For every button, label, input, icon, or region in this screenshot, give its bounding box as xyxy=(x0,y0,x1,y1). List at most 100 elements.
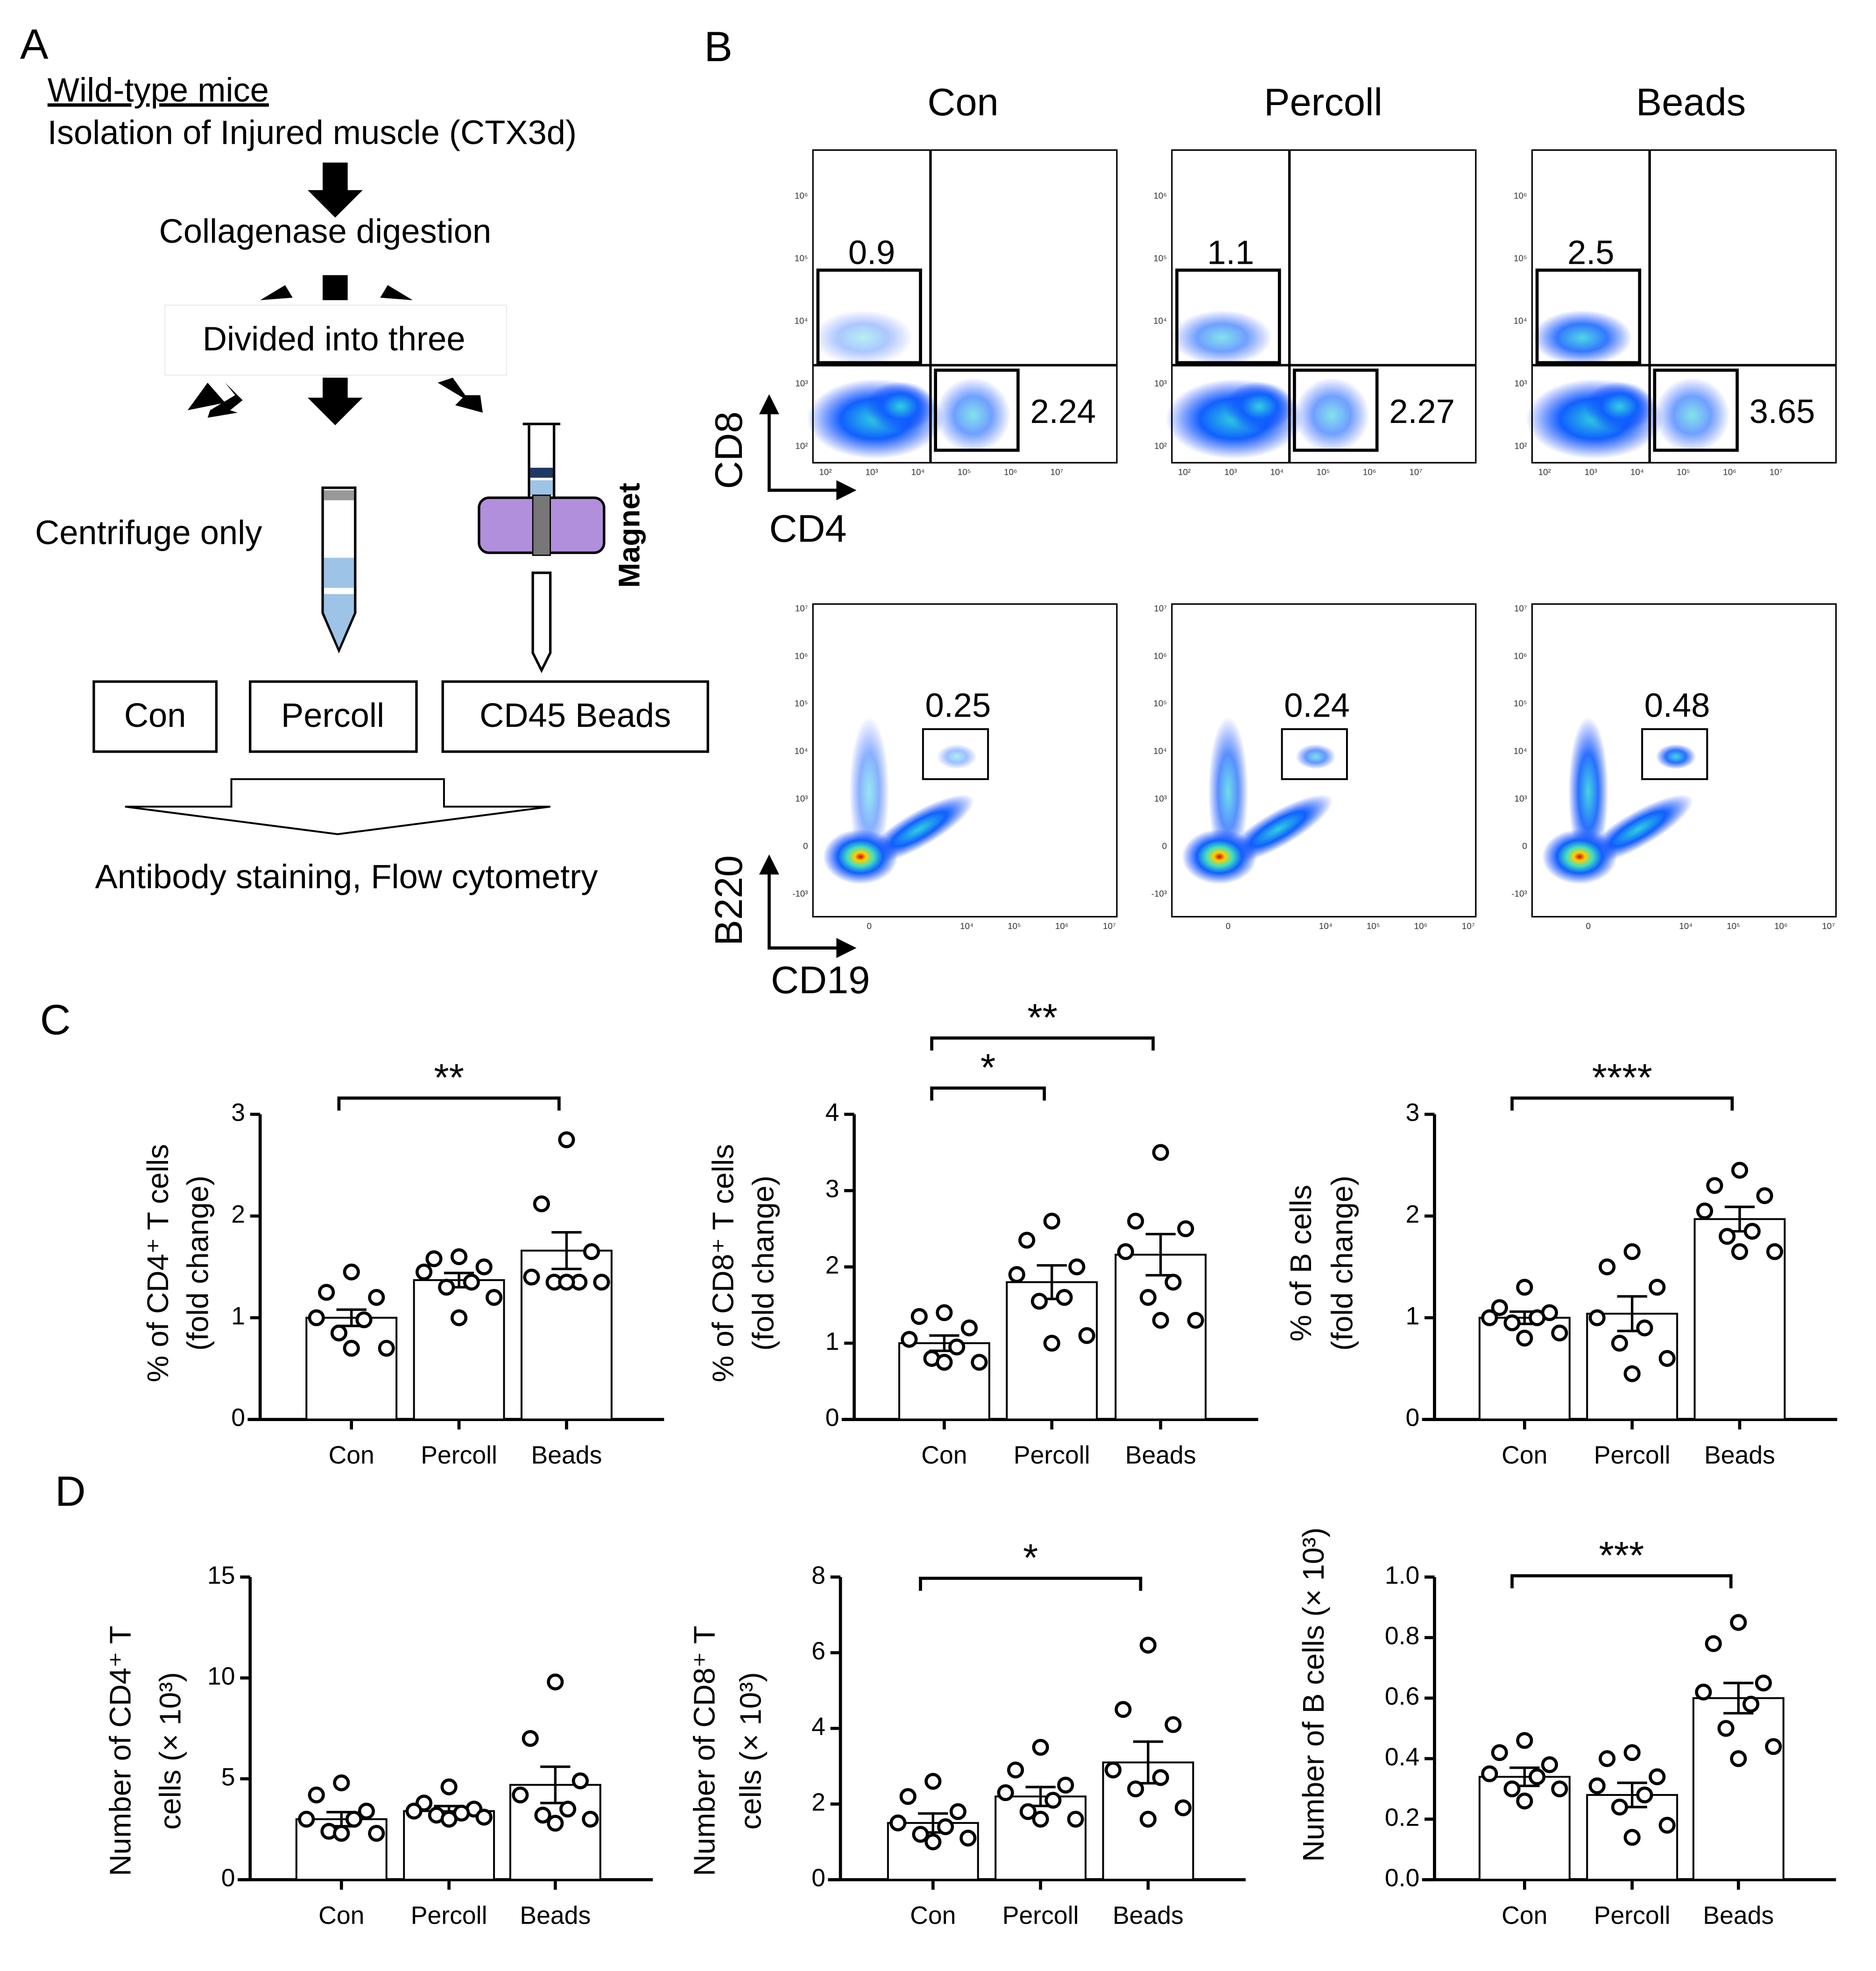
data-point xyxy=(1599,1750,1616,1767)
data-point xyxy=(378,1339,395,1357)
data-point xyxy=(1696,1202,1714,1220)
flow-plot: 10² 10³ 10⁴ 10⁵ 10⁶ 10⁷ 10² 10³ 10⁴ 10⁵ 10⁶ 0.9 2.24 xyxy=(794,149,1118,477)
flow-tick-label: 0 xyxy=(867,921,871,931)
y-tick-label: 1 xyxy=(231,1302,245,1330)
density xyxy=(1296,744,1336,769)
y-axis-label: (fold change) xyxy=(181,1176,215,1351)
flow-tick-label: 10⁶ xyxy=(1723,467,1736,477)
flow-tick-label: 10⁵ xyxy=(1317,467,1330,477)
significance-label: *** xyxy=(1599,1534,1644,1577)
x-tick-label: Con xyxy=(1502,1902,1547,1929)
x-tick-label: Beads xyxy=(1703,1902,1774,1929)
x-tick-label: Beads xyxy=(1704,1442,1775,1469)
flow-tick-label: 10⁴ xyxy=(1679,921,1693,931)
panel-label: D xyxy=(55,1468,86,1515)
data-point xyxy=(333,1824,350,1842)
y-axis-label: Number of B cells (× 10³) xyxy=(1297,1528,1330,1862)
flow-tick-label: 10⁷ xyxy=(1103,921,1116,931)
flow-tick-label: 10⁵ xyxy=(958,467,971,477)
significance-label: * xyxy=(980,1046,995,1089)
data-point xyxy=(1516,1330,1533,1347)
diagram: Wild-type mice Isolation of Injured musc… xyxy=(35,71,709,895)
axis-label: B220 xyxy=(707,855,750,946)
plot-frame xyxy=(812,149,1118,464)
data-point xyxy=(1516,1792,1533,1809)
data-point xyxy=(1127,1780,1144,1798)
y-axis-label: cells (× 10³) xyxy=(154,1672,187,1830)
y-tick-label: 3 xyxy=(825,1175,839,1203)
data-point xyxy=(1742,1696,1760,1713)
arrow xyxy=(125,778,550,835)
y-tick-label: 0 xyxy=(1405,1404,1419,1432)
significance-label: * xyxy=(1023,1536,1038,1579)
density xyxy=(1182,829,1257,885)
x-tick-label: Percoll xyxy=(1014,1442,1090,1469)
flow-tick-label: 10⁴ xyxy=(794,316,808,325)
gate xyxy=(1293,368,1379,452)
data-point xyxy=(485,1289,503,1306)
group-label: CD45 Beads xyxy=(480,697,671,734)
data-point xyxy=(345,1810,363,1828)
density xyxy=(1656,744,1696,769)
data-point xyxy=(1139,1810,1157,1828)
data-point xyxy=(343,1263,360,1281)
flow-tick-label: 10³ xyxy=(795,378,808,388)
panel-label: A xyxy=(20,21,49,68)
layer xyxy=(324,557,354,588)
gate-value: 2.27 xyxy=(1389,393,1455,430)
data-point xyxy=(522,1730,539,1747)
data-point xyxy=(415,1263,433,1281)
layer xyxy=(324,594,354,648)
group-label: Con xyxy=(124,697,186,734)
data-point xyxy=(1516,1279,1533,1296)
data-point xyxy=(1139,1289,1157,1306)
flow-tick-label: 10⁵ xyxy=(1677,467,1690,477)
data-point xyxy=(1007,1761,1024,1779)
data-point xyxy=(1491,1744,1508,1761)
bar xyxy=(1114,1253,1207,1421)
gate xyxy=(1281,728,1348,780)
flow-tick-label: 10³ xyxy=(1585,467,1597,477)
flow-tick-label: 10⁶ xyxy=(1414,921,1428,931)
data-point xyxy=(1164,1716,1182,1733)
data-point xyxy=(1731,1161,1749,1179)
gate-value: 1.1 xyxy=(1207,234,1255,272)
x-tick-label: Con xyxy=(921,1442,967,1469)
data-point xyxy=(1766,1243,1784,1260)
box xyxy=(441,680,709,753)
data-point xyxy=(1018,1232,1036,1249)
data-point xyxy=(1719,1228,1736,1245)
significance-bracket xyxy=(337,1096,561,1111)
flow-tick-label: 10⁶ xyxy=(1004,467,1017,477)
y-tick-label: 4 xyxy=(825,1099,839,1126)
flow-tick-label: 10² xyxy=(795,441,808,451)
flow-tick-label: 10⁶ xyxy=(795,651,808,661)
gate-value: 2.5 xyxy=(1567,234,1615,272)
flow-tick-label: 10⁶ xyxy=(1055,921,1069,931)
data-point xyxy=(1705,1635,1722,1652)
data-point xyxy=(571,1772,589,1789)
data-point xyxy=(1481,1309,1498,1326)
flow-tick-label: 10⁷ xyxy=(1822,921,1835,931)
gate xyxy=(1641,728,1708,780)
flow-tick-label: 10⁵ xyxy=(1154,253,1167,263)
data-point xyxy=(1127,1212,1144,1230)
y-tick-label: 8 xyxy=(811,1562,825,1589)
flow-tick-label: 10⁵ xyxy=(1367,921,1380,931)
data-point xyxy=(1174,1799,1192,1816)
y-tick-label: 2 xyxy=(1405,1201,1419,1228)
flow-tick-label: 10⁴ xyxy=(911,467,925,477)
y-tick-label: 2 xyxy=(811,1789,825,1816)
data-point xyxy=(547,1815,564,1832)
data-point xyxy=(1032,1739,1049,1756)
data-point xyxy=(1551,1324,1568,1342)
data-point xyxy=(1756,1187,1773,1204)
arrow xyxy=(187,382,243,418)
flow-plot: 0 10⁴ 10⁵ 10⁶ 10⁷ -10³ 0 10³ 10⁴ 10⁵ 10⁶ 10⁷ 0.48 xyxy=(1511,603,1837,931)
data-point xyxy=(1695,1683,1712,1701)
flow-tick-label: 10⁶ xyxy=(1363,467,1376,477)
flow-tick-label: 10³ xyxy=(1515,378,1527,388)
y-tick-label: 3 xyxy=(231,1099,245,1126)
x-tick-label: Percoll xyxy=(1594,1442,1671,1469)
gate-value: 0.24 xyxy=(1284,687,1350,724)
